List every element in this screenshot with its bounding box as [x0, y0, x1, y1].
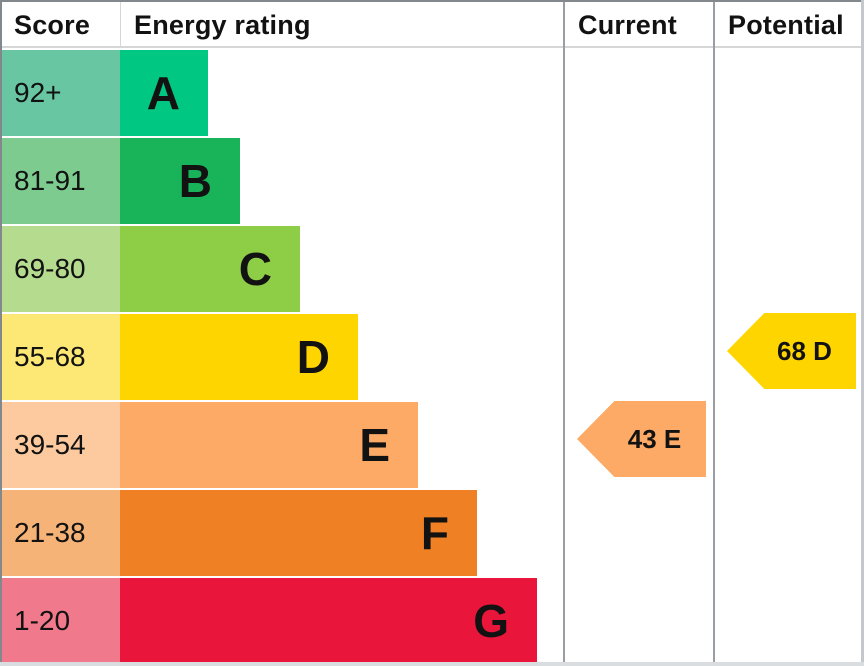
band-letter-e: E [359, 419, 390, 471]
score-range-c: 69-80 [14, 253, 86, 284]
current-rating-label: 43 E [627, 423, 682, 454]
score-column-divider [120, 2, 121, 46]
score-cell-e: 39-54 [0, 402, 120, 488]
score-range-b: 81-91 [14, 165, 86, 196]
score-range-a: 92+ [14, 77, 62, 108]
score-range-d: 55-68 [14, 341, 86, 372]
chart-border-top [0, 0, 864, 2]
band-rows: 92+ A 81-91 B 69-80 C 55-68 [0, 50, 864, 666]
band-row-e: 39-54 E [0, 402, 864, 490]
band-letter-a: A [146, 67, 180, 119]
chart-border-bottom [0, 662, 864, 666]
header-potential-label: Potential [728, 9, 844, 40]
header-score: Score [0, 0, 120, 50]
header-score-label: Score [14, 9, 91, 40]
band-row-f: 21-38 F [0, 490, 864, 578]
potential-column-divider [713, 2, 715, 662]
band-letter-f: F [420, 507, 449, 559]
score-range-f: 21-38 [14, 517, 86, 548]
table-header: Score Energy rating Current Potential [0, 0, 864, 50]
band-row-g: 1-20 G [0, 578, 864, 666]
header-energy-rating-label: Energy rating [134, 9, 311, 40]
band-letter-d: D [296, 331, 330, 383]
potential-rating-label: 68 D [777, 335, 832, 366]
header-energy-rating: Energy rating [120, 0, 564, 50]
header-current: Current [564, 0, 714, 50]
band-bar-g: G [120, 578, 537, 664]
chart-border-left [0, 0, 2, 666]
score-cell-d: 55-68 [0, 314, 120, 400]
score-cell-a: 92+ [0, 50, 120, 136]
band-bar-e: E [120, 402, 418, 488]
band-row-d: 55-68 D [0, 314, 864, 402]
score-range-g: 1-20 [14, 605, 71, 636]
band-row-a: 92+ A [0, 50, 864, 138]
header-current-label: Current [578, 9, 677, 40]
header-underline [0, 46, 864, 48]
band-letter-g: G [473, 595, 509, 647]
band-row-c: 69-80 C [0, 226, 864, 314]
band-letter-c: C [238, 243, 272, 295]
band-bar-d: D [120, 314, 358, 400]
score-range-e: 39-54 [14, 429, 86, 460]
band-bar-a: A [120, 50, 208, 136]
band-bar-b: B [120, 138, 240, 224]
score-cell-b: 81-91 [0, 138, 120, 224]
band-bar-f: F [120, 490, 477, 576]
chart-border-right [861, 0, 864, 666]
score-cell-f: 21-38 [0, 490, 120, 576]
header-potential: Potential [714, 0, 864, 50]
score-cell-c: 69-80 [0, 226, 120, 312]
band-letter-b: B [178, 155, 212, 207]
band-bar-c: C [120, 226, 300, 312]
current-column-divider [563, 2, 565, 662]
band-row-b: 81-91 B [0, 138, 864, 226]
score-cell-g: 1-20 [0, 578, 120, 664]
